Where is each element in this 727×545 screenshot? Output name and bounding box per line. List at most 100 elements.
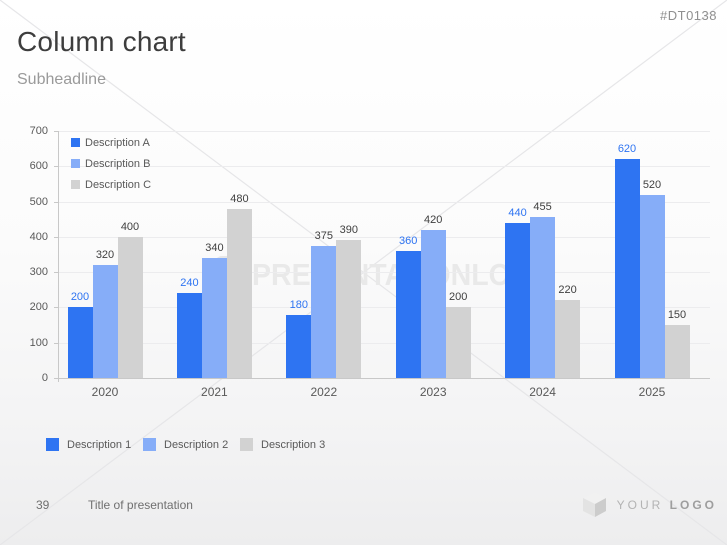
x-axis-category-label: 2025 <box>638 385 666 399</box>
gridline <box>58 236 710 238</box>
y-axis-tick <box>54 378 58 379</box>
bar-value-label: 360 <box>399 235 418 247</box>
y-axis-tick-label: 0 <box>41 372 48 384</box>
bar-value-label: 320 <box>95 249 115 262</box>
bar <box>530 217 556 378</box>
y-axis-tick <box>54 272 58 274</box>
bar <box>311 245 337 378</box>
bar <box>336 240 362 378</box>
bar-value-label: 620 <box>617 143 637 156</box>
bar-value-label: 200 <box>449 291 468 304</box>
y-axis-tick-label: 300 <box>29 266 48 279</box>
gridline <box>58 166 710 168</box>
bar <box>614 159 640 378</box>
page-title: Column chart <box>17 26 186 57</box>
x-axis-category-label: 2020 <box>91 385 119 399</box>
y-axis-tick-label: 200 <box>29 301 48 314</box>
bar-value-label: 200 <box>70 291 90 304</box>
legend-label: Description 3 <box>261 438 326 451</box>
page-number: 39 <box>36 498 50 512</box>
chart-legend-item: Description B <box>71 157 151 170</box>
page-subtitle: Subheadline <box>17 71 106 88</box>
chart-legend: Description A Description B Description C <box>71 136 152 191</box>
y-axis-tick <box>54 131 58 132</box>
bar <box>67 307 93 378</box>
y-axis-tick-label: 100 <box>29 336 48 349</box>
cube-logo-icon <box>582 492 606 517</box>
bar <box>201 258 227 378</box>
bar-value-label: 455 <box>533 201 552 214</box>
bar-value-label: 390 <box>339 224 358 237</box>
gridline <box>58 272 710 274</box>
bar-value-label: 340 <box>205 242 224 254</box>
gridline <box>58 131 710 132</box>
bar-value-label: 480 <box>230 192 249 205</box>
y-axis-tick <box>54 307 58 309</box>
bar <box>505 222 531 378</box>
bar-value-label: 440 <box>508 206 527 219</box>
logo-word-your: YOUR <box>616 498 664 512</box>
y-axis-tick-label: 400 <box>29 230 48 243</box>
bar <box>420 229 446 378</box>
x-axis-line <box>58 378 710 379</box>
y-axis-tick <box>54 166 58 168</box>
your-logo-text: YOUR LOGO <box>617 498 717 512</box>
bar-value-label: 400 <box>120 220 140 233</box>
bar <box>639 194 665 378</box>
x-axis-category-label: 2021 <box>201 385 228 399</box>
y-axis-tick-label: 500 <box>29 195 48 208</box>
bottom-legend-item: Description 1 <box>46 438 143 451</box>
gridline <box>58 201 710 203</box>
legend-swatch <box>46 438 59 451</box>
bar <box>176 293 202 378</box>
gridline <box>58 307 710 309</box>
bar-value-label: 420 <box>424 213 443 226</box>
bar <box>117 236 143 378</box>
bar-value-label: 520 <box>642 178 662 191</box>
legend-swatch <box>240 438 253 451</box>
y-axis-tick-label: 700 <box>29 125 48 137</box>
slide-footer: 39 Title of presentation YOUR LOGO <box>0 492 727 524</box>
bar-value-label: 180 <box>289 298 308 311</box>
bar <box>395 251 421 378</box>
chart-legend-item: Description C <box>71 178 152 191</box>
bottom-legend-item: Description 3 <box>240 438 337 451</box>
bottom-legend-item: Description 2 <box>143 438 240 451</box>
chart-legend-item: Description A <box>71 136 151 149</box>
legend-label: Description B <box>85 157 151 170</box>
y-axis-tick-label: 600 <box>29 160 48 173</box>
legend-swatch <box>71 180 80 189</box>
bottom-legend: Description 1 Description 2 Description 3 <box>46 438 337 451</box>
logo-word-logo: LOGO <box>669 498 717 512</box>
legend-label: Description C <box>85 178 152 191</box>
template-code: #DT0138 <box>660 8 717 23</box>
legend-label: Description A <box>85 136 150 149</box>
y-axis-tick <box>54 342 58 344</box>
legend-label: Description 2 <box>164 438 229 451</box>
x-axis-category-label: 2024 <box>529 385 556 399</box>
legend-swatch <box>143 438 156 451</box>
bar-value-label: 240 <box>180 277 199 290</box>
y-axis-tick <box>54 201 58 203</box>
bar <box>92 265 118 378</box>
legend-swatch <box>71 138 80 147</box>
y-axis-tick <box>54 236 58 238</box>
y-axis-line <box>58 131 59 382</box>
bar <box>664 325 690 378</box>
legend-swatch <box>71 159 80 168</box>
x-axis-category-label: 2022 <box>310 385 338 399</box>
bar-value-label: 150 <box>667 309 687 322</box>
bar <box>445 307 471 378</box>
legend-label: Description 1 <box>67 438 132 451</box>
bar <box>286 314 312 378</box>
bar-value-label: 375 <box>314 229 333 242</box>
bar-value-label: 220 <box>558 284 577 297</box>
bar <box>226 208 252 378</box>
placeholder-logo: YOUR LOGO <box>582 492 717 518</box>
x-axis-category-label: 2023 <box>419 385 447 399</box>
gridline <box>58 342 710 344</box>
presentation-title: Title of presentation <box>88 498 193 512</box>
bar <box>555 300 581 378</box>
